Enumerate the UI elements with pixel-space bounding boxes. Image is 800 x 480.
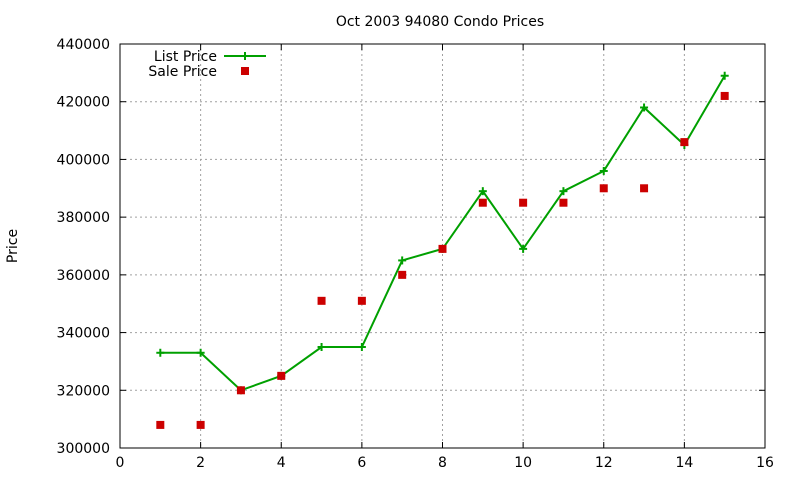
legend-label-list-price: List Price — [154, 49, 217, 65]
chart-title: Oct 2003 94080 Condo Prices — [336, 14, 544, 30]
y-tick-label: 300000 — [57, 441, 110, 457]
list-price-point — [519, 244, 528, 253]
legend-label-sale-price: Sale Price — [148, 64, 217, 80]
y-tick-label: 340000 — [57, 326, 110, 342]
sale-price-point — [156, 420, 165, 429]
sale-price-point — [559, 198, 568, 207]
x-tick-label: 14 — [675, 455, 693, 471]
sale-price-point — [398, 270, 407, 279]
list-price-line — [160, 75, 726, 392]
x-tick-label: 0 — [116, 455, 125, 471]
axis-ticks: 0 2 4 6 8 10 12 14 16 300000 320000 340000 360000 380… — [57, 37, 774, 471]
y-axis-label: Price — [5, 229, 21, 263]
sale-price-point — [317, 296, 326, 305]
y-tick-label: 440000 — [57, 37, 110, 53]
x-tick-label: 2 — [196, 455, 205, 471]
sale-price-point — [478, 198, 487, 207]
list-price-point — [478, 187, 487, 196]
sale-price-point — [519, 198, 528, 207]
sale-price-point — [357, 296, 366, 305]
sale-price-point — [680, 138, 689, 147]
y-tick-label: 320000 — [57, 383, 110, 399]
x-tick-label: 6 — [357, 455, 366, 471]
sale-price-point — [599, 184, 608, 193]
x-tick-label: 12 — [595, 455, 613, 471]
x-tick-label: 16 — [756, 455, 774, 471]
list-price-point — [398, 256, 407, 265]
list-price-point — [559, 187, 568, 196]
list-price-point — [599, 166, 608, 175]
list-price-point — [357, 343, 366, 351]
y-tick-label: 400000 — [57, 152, 110, 168]
y-tick-label: 360000 — [57, 268, 110, 284]
list-price-point — [317, 343, 326, 351]
sale-price-point — [438, 244, 447, 253]
sale-price-point — [640, 184, 649, 193]
legend-sample-sale-price — [241, 67, 249, 75]
legend: List Price Sale Price — [148, 49, 266, 80]
sale-price-point — [720, 91, 729, 100]
sale-price-point — [196, 420, 205, 429]
x-tick-label: 10 — [514, 455, 532, 471]
list-price-point — [720, 71, 729, 80]
list-price-point — [640, 103, 649, 112]
list-price-point — [196, 348, 205, 357]
y-tick-label: 420000 — [57, 95, 110, 111]
y-tick-label: 380000 — [57, 210, 110, 226]
list-price-point — [156, 348, 165, 357]
sale-price-point — [236, 386, 245, 395]
sale-price-point — [277, 371, 286, 380]
x-tick-label: 4 — [277, 455, 286, 471]
data-series — [156, 71, 729, 429]
x-tick-label: 8 — [438, 455, 447, 471]
